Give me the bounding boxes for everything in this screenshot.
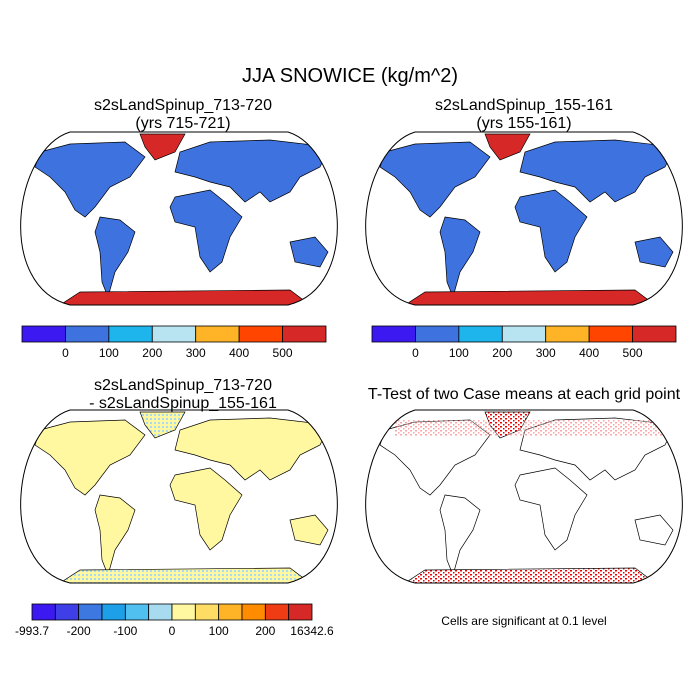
colorbar-label: 200 (142, 346, 162, 360)
colorbar-label: -100 (113, 624, 137, 638)
colorbar-box (151, 325, 197, 343)
colorbar-box (54, 603, 80, 621)
colorbar-box (632, 325, 677, 343)
colorbar-box (78, 603, 103, 621)
colorbar-box (108, 325, 153, 343)
panel-title: s2sLandSpinup_713-720 (94, 97, 272, 114)
colorbar-box (415, 325, 460, 343)
colorbar-label: 0 (62, 346, 69, 360)
figure-title: JJA SNOWICE (kg/m^2) (242, 65, 458, 87)
colorbar-label: 0 (169, 624, 176, 638)
colorbar-label: 300 (536, 346, 556, 360)
colorbar-box (264, 603, 290, 621)
colorbar-label: 100 (99, 346, 119, 360)
colorbar-label: 500 (273, 346, 293, 360)
colorbar-box (545, 325, 590, 343)
colorbar-label: 16342.6 (290, 624, 334, 638)
colorbar-label: 500 (623, 346, 643, 360)
colorbars: 0 100 200 300 400 500 0 100 200 300 400 500 -993.7 -2… (15, 325, 677, 638)
panel-title: s2sLandSpinup_155-161 (435, 97, 613, 114)
colorbar-label: 200 (255, 624, 275, 638)
note: Cells are significant at 0.1 level (441, 614, 606, 628)
panel-title: - s2sLandSpinup_155-161 (89, 395, 277, 412)
colorbar-box (371, 325, 416, 343)
colorbar-box (101, 603, 126, 621)
colorbar-label: 200 (492, 346, 512, 360)
colorbar-box (148, 603, 173, 621)
colorbar-label: 100 (449, 346, 469, 360)
colorbar-label: -993.7 (15, 624, 49, 638)
colorbar-label: -200 (67, 624, 91, 638)
colorbar-box (124, 603, 150, 621)
panel-title: s2sLandSpinup_713-720 (94, 377, 272, 394)
colorbar-box (194, 603, 220, 621)
map (20, 409, 338, 584)
map (365, 409, 683, 584)
colorbar-box (195, 325, 240, 343)
colorbar-label: 300 (186, 346, 206, 360)
colorbar-box (458, 325, 503, 343)
panel-title: (yrs 155-161) (476, 115, 571, 132)
colorbar-box (31, 603, 56, 621)
colorbar-box (21, 325, 66, 343)
colorbar-box (218, 603, 243, 621)
colorbar-box (238, 325, 283, 343)
colorbar-label: 100 (209, 624, 229, 638)
map (20, 131, 338, 306)
colorbar-box (282, 325, 327, 343)
colorbar-label: 400 (579, 346, 599, 360)
panel-title: T-Test of two Case means at each grid po… (368, 386, 681, 403)
colorbar-box (65, 325, 110, 343)
colorbar-box (588, 325, 633, 343)
colorbar-box (501, 325, 547, 343)
colorbar-label: 400 (229, 346, 249, 360)
panel-title: (yrs 715-721) (135, 115, 230, 132)
colorbar-box (171, 603, 196, 621)
colorbar-box (288, 603, 313, 621)
colorbar-box (241, 603, 266, 621)
colorbar-label: 0 (412, 346, 419, 360)
map (365, 131, 683, 306)
